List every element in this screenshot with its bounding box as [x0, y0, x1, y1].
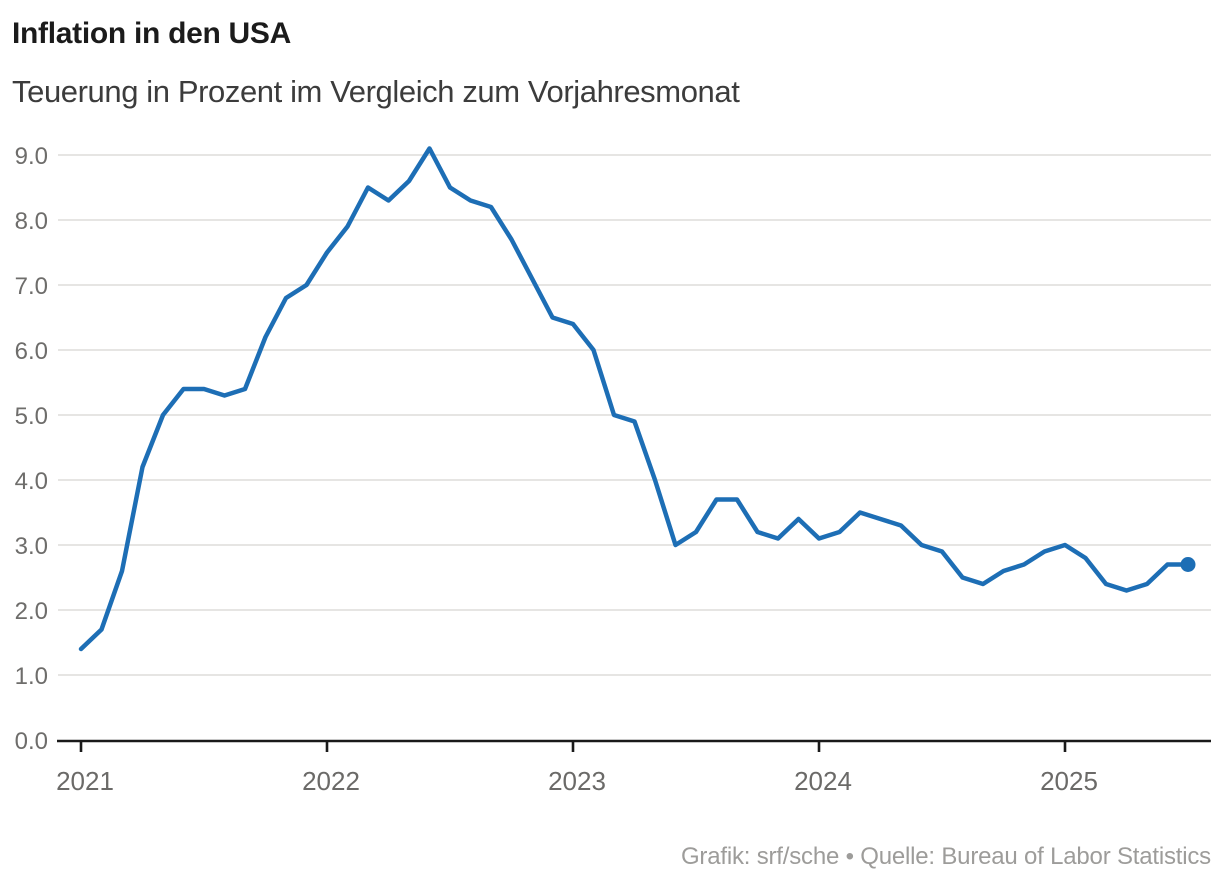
y-tick-label: 4.0 — [15, 468, 48, 495]
y-tick-label: 1.0 — [15, 663, 48, 690]
y-tick-label: 7.0 — [15, 273, 48, 300]
x-tick-label: 2022 — [302, 766, 360, 796]
y-tick-label: 6.0 — [15, 338, 48, 365]
source-credit: Grafik: srf/sche • Quelle: Bureau of Lab… — [680, 843, 1211, 870]
y-tick-label: 8.0 — [15, 208, 48, 235]
y-tick-label: 9.0 — [15, 143, 48, 170]
inflation-line — [78, 146, 1191, 652]
x-tick-label: 2023 — [548, 766, 606, 796]
y-tick-label: 0.0 — [15, 728, 48, 755]
x-tick-label: 2021 — [56, 766, 114, 796]
latest-value-dot — [1180, 557, 1196, 572]
chart-subtitle: Teuerung in Prozent im Vergleich zum Vor… — [12, 74, 740, 109]
x-tick-label: 2025 — [1040, 766, 1098, 796]
x-tick-label: 2024 — [794, 766, 852, 796]
inflation-line-chart: 0.0 1.0 2.0 3.0 4.0 5.0 6.0 7.0 8.0 9.0 2021 2022 20… — [15, 143, 1211, 796]
y-tick-label: 2.0 — [15, 598, 48, 625]
y-tick-label: 3.0 — [15, 533, 48, 560]
y-tick-label: 5.0 — [15, 403, 48, 430]
chart-title: Inflation in den USA — [12, 17, 291, 50]
